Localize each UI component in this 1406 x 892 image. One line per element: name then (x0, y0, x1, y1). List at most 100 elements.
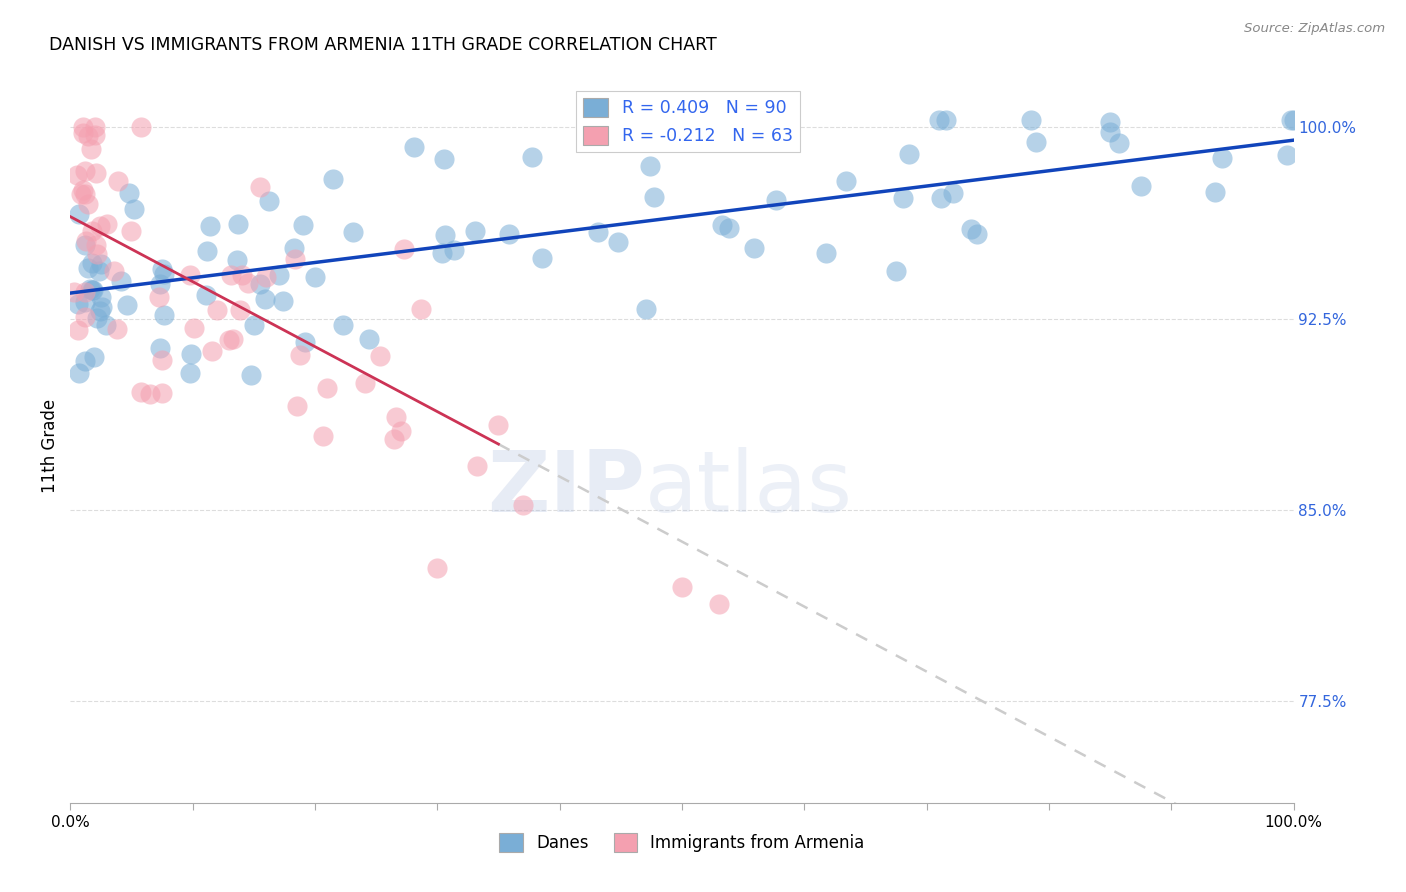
Point (935, 112, 957, 127)
Point (893, 191, 915, 205)
Point (77, 260, 100, 275)
Point (129, 384, 152, 399)
Point (153, 309, 176, 323)
Point (67, 323, 90, 337)
Point (150, 262, 173, 277)
Point (153, 268, 176, 282)
Point (239, 368, 262, 383)
Point (73, 354, 96, 368)
Point (73, 237, 96, 252)
Point (411, 301, 433, 316)
Legend: Danes, Immigrants from Armenia: Danes, Immigrants from Armenia (492, 827, 872, 859)
Point (73, 186, 96, 201)
Point (254, 270, 277, 285)
Point (229, 303, 252, 318)
Point (80, 256, 103, 270)
Point (707, 597, 730, 611)
Point (498, 227, 520, 241)
Point (249, 277, 271, 292)
Point (960, 221, 983, 235)
Point (249, 179, 271, 194)
Point (332, 318, 354, 332)
Point (179, 268, 201, 282)
Point (404, 140, 426, 154)
Point (898, 147, 921, 161)
Text: DANISH VS IMMIGRANTS FROM ARMENIA 11TH GRADE CORRELATION CHART: DANISH VS IMMIGRANTS FROM ARMENIA 11TH G… (49, 36, 717, 54)
Point (294, 335, 316, 350)
Point (201, 343, 224, 358)
Point (711, 218, 734, 232)
Point (1098, 115, 1121, 129)
Point (643, 190, 665, 204)
Point (129, 120, 152, 135)
Text: atlas: atlas (645, 447, 853, 531)
Point (382, 432, 405, 446)
Point (238, 276, 260, 290)
Point (1279, 112, 1302, 127)
Point (105, 322, 128, 336)
Point (122, 202, 145, 217)
Point (815, 245, 838, 260)
Point (636, 301, 658, 316)
Point (117, 297, 139, 311)
Point (72, 183, 94, 197)
Point (75, 234, 97, 248)
Point (84, 166, 107, 180)
Point (89, 219, 111, 234)
Point (179, 366, 201, 380)
Point (928, 112, 950, 127)
Point (530, 252, 553, 266)
Point (66, 169, 89, 183)
Point (718, 220, 741, 235)
Point (259, 194, 281, 208)
Point (80, 284, 103, 298)
Point (107, 174, 129, 188)
Point (1211, 151, 1233, 165)
Y-axis label: 11th Grade: 11th Grade (41, 399, 59, 493)
Point (67, 366, 90, 380)
Point (72, 126, 94, 140)
Point (79, 142, 101, 156)
Point (110, 274, 132, 288)
Point (80, 224, 103, 238)
Point (283, 241, 305, 255)
Point (72, 120, 94, 135)
Point (607, 235, 630, 249)
Point (225, 252, 247, 267)
Point (465, 459, 488, 474)
Point (148, 290, 170, 304)
Point (73, 310, 96, 324)
Point (391, 424, 413, 438)
Point (316, 381, 339, 395)
Point (91, 300, 114, 314)
Point (290, 348, 312, 362)
Point (195, 244, 218, 259)
Point (226, 217, 249, 231)
Point (285, 399, 308, 413)
Point (342, 225, 364, 239)
Point (96, 218, 118, 232)
Point (368, 349, 391, 363)
Point (512, 498, 534, 512)
Point (638, 159, 661, 173)
Point (353, 376, 375, 390)
Point (1025, 136, 1047, 150)
Point (267, 268, 290, 283)
Point (86, 247, 108, 261)
Point (149, 277, 172, 291)
Point (931, 191, 953, 205)
Point (671, 580, 693, 594)
Point (75, 295, 97, 310)
Point (1204, 186, 1226, 200)
Point (1282, 112, 1305, 127)
Point (118, 186, 141, 200)
Point (242, 318, 264, 333)
Text: Source: ZipAtlas.com: Source: ZipAtlas.com (1244, 22, 1385, 36)
Point (253, 292, 276, 306)
Point (218, 333, 240, 347)
Point (1019, 112, 1042, 127)
Point (183, 321, 205, 335)
Point (430, 245, 453, 260)
Point (884, 264, 907, 278)
Point (79, 282, 101, 296)
